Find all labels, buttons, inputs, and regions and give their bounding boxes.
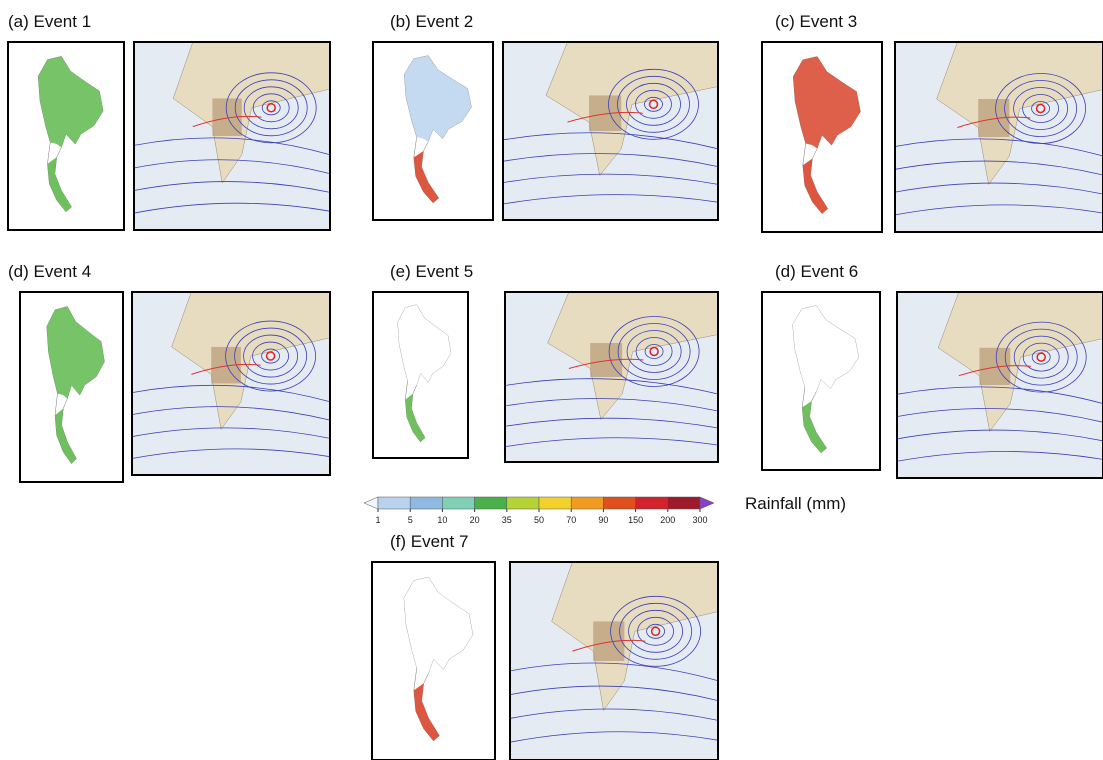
colorbar-tick-label: 90 [598, 515, 608, 525]
colorbar-title: Rainfall (mm) [745, 494, 846, 513]
colorbar-segment [442, 497, 474, 509]
colorbar-segment [603, 497, 635, 509]
figure-canvas: Rainfall (mm) (a) Event 1 (b) Event 2 (c) … [0, 0, 1103, 760]
colorbar-tick-label: 35 [502, 515, 512, 525]
colorbar-end-high [700, 497, 714, 509]
figure: Rainfall (mm) (a) Event 1 (b) Event 2 (c) … [0, 0, 1103, 760]
colorbar-tick-label: 50 [534, 515, 544, 525]
colorbar-segment [475, 497, 507, 509]
colorbar-tick-label: 150 [628, 515, 643, 525]
colorbar-segment [668, 497, 700, 509]
colorbar-end-low [364, 497, 378, 509]
panel-title: (a) Event 1 [8, 12, 91, 31]
colorbar-tick-label: 5 [408, 515, 413, 525]
colorbar-segment [378, 497, 410, 509]
colorbar-segment [507, 497, 539, 509]
colorbar-tick-label: 20 [470, 515, 480, 525]
panel-title: (c) Event 3 [775, 12, 857, 31]
colorbar-tick-label: 1 [375, 515, 380, 525]
panel-title: (d) Event 6 [775, 262, 858, 281]
colorbar-tick-label: 300 [692, 515, 707, 525]
colorbar-segment [636, 497, 668, 509]
panel-title: (e) Event 5 [390, 262, 473, 281]
colorbar-tick-label: 70 [566, 515, 576, 525]
colorbar-segment [410, 497, 442, 509]
colorbar-segment [571, 497, 603, 509]
panel-title: (f) Event 7 [390, 532, 468, 551]
panel-title: (d) Event 4 [8, 262, 91, 281]
panel-title: (b) Event 2 [390, 12, 473, 31]
colorbar-tick-label: 200 [660, 515, 675, 525]
colorbar-segment [539, 497, 571, 509]
colorbar-tick-label: 10 [437, 515, 447, 525]
